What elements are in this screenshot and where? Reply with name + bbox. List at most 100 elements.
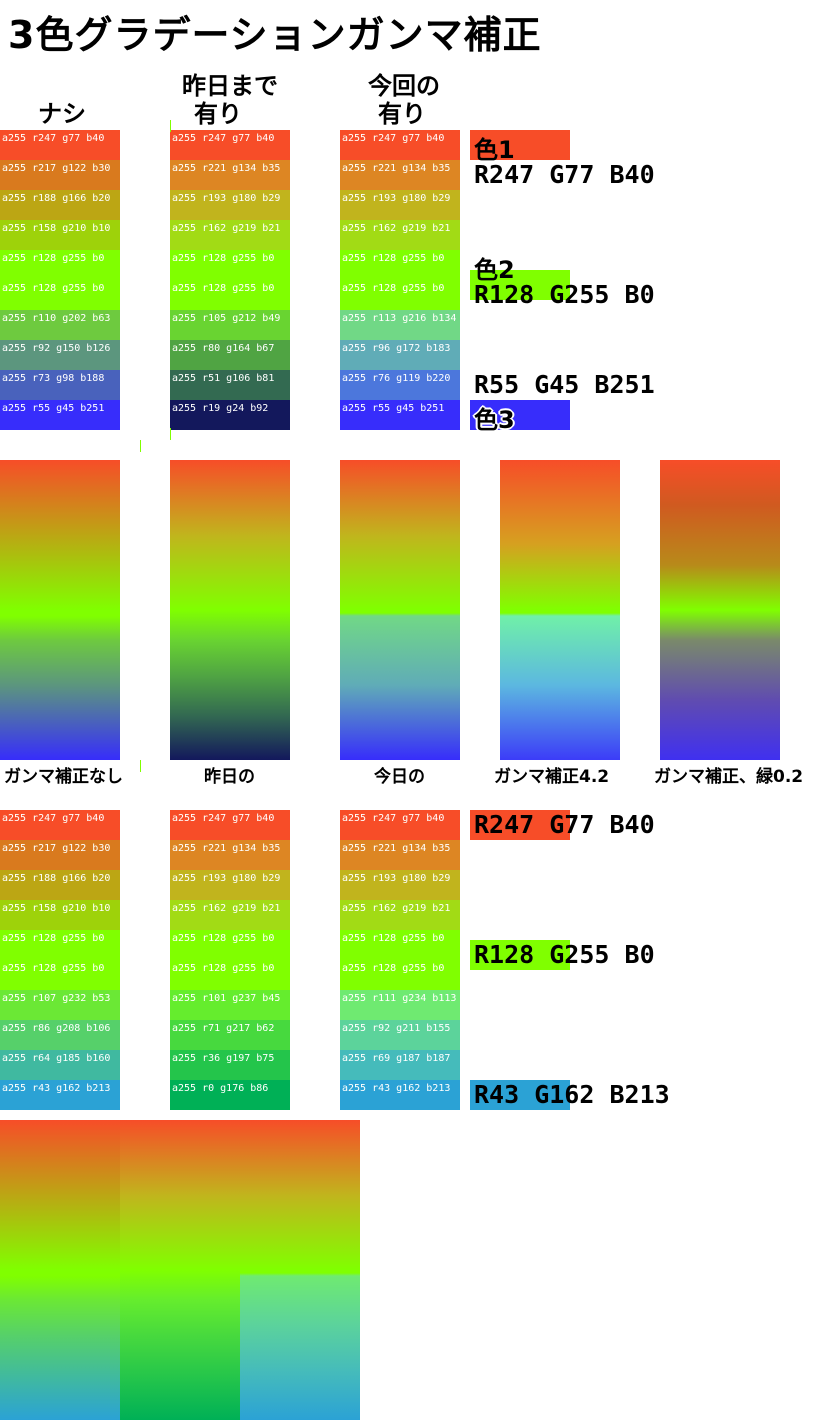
swatch: a255 r158 g210 b10 — [0, 220, 120, 250]
swatch: a255 r0 g176 b86 — [170, 1080, 290, 1110]
color3-rgb: R55 G45 B251 — [474, 370, 655, 399]
swatch: a255 r128 g255 b0 — [170, 960, 290, 990]
stray-mark — [140, 440, 141, 452]
swatch: a255 r162 g219 b21 — [340, 900, 460, 930]
swatch-column-yesterday-top: a255 r247 g77 b40 a255 r221 g134 b35 a255 … — [170, 130, 290, 430]
gradient-bottom-none — [0, 1120, 120, 1420]
swatch: a255 r128 g255 b0 — [170, 250, 290, 280]
bottom-color3-chip — [470, 1080, 570, 1110]
stray-mark — [170, 120, 171, 132]
swatch: a255 r113 g216 b134 — [340, 310, 460, 340]
swatch: a255 r128 g255 b0 — [170, 280, 290, 310]
color2-name: 色2 — [474, 256, 515, 284]
swatch: a255 r221 g134 b35 — [170, 840, 290, 870]
swatch: a255 r193 g180 b29 — [340, 190, 460, 220]
bottom-color1-chip — [470, 810, 570, 840]
swatch: a255 r96 g172 b183 — [340, 340, 460, 370]
gradient-label-yesterday: 昨日の — [204, 767, 255, 787]
swatch: a255 r55 g45 b251 — [0, 400, 120, 430]
swatch: a255 r193 g180 b29 — [340, 870, 460, 900]
swatch: a255 r247 g77 b40 — [0, 810, 120, 840]
bottom-color2-chip — [470, 940, 570, 970]
gradient-label-today: 今日の — [374, 767, 425, 787]
swatch-column-today-top: a255 r247 g77 b40 a255 r221 g134 b35 a255 … — [340, 130, 460, 430]
color1-rgb: R247 G77 B40 — [474, 160, 655, 189]
gradient-bottom-today — [240, 1120, 360, 1420]
swatch: a255 r128 g255 b0 — [340, 280, 460, 310]
stray-mark — [170, 428, 171, 440]
color3-name: 色3 — [474, 406, 515, 434]
bottom-color2-rgb: R128 G255 B0 — [474, 940, 655, 969]
swatch: a255 r43 g162 b213 — [0, 1080, 120, 1110]
swatch: a255 r107 g232 b53 — [0, 990, 120, 1020]
swatch-column-none-bottom: a255 r247 g77 b40 a255 r217 g122 b30 a255 … — [0, 810, 120, 1110]
swatch: a255 r92 g211 b155 — [340, 1020, 460, 1050]
color2-chip — [470, 270, 570, 300]
swatch: a255 r55 g45 b251 — [340, 400, 460, 430]
swatch: a255 r193 g180 b29 — [170, 870, 290, 900]
header-yesterday-line2: 有り — [194, 100, 242, 128]
swatch: a255 r86 g208 b106 — [0, 1020, 120, 1050]
swatch: a255 r64 g185 b160 — [0, 1050, 120, 1080]
color2-rgb: R128 G255 B0 — [474, 280, 655, 309]
stray-mark — [140, 760, 141, 772]
gradient-label-none: ガンマ補正なし — [4, 767, 123, 787]
swatch: a255 r128 g255 b0 — [340, 960, 460, 990]
header-yesterday-line1: 昨日まで — [182, 72, 278, 100]
bottom-color3-rgb: R43 G162 B213 — [474, 1080, 670, 1109]
swatch: a255 r162 g219 b21 — [340, 220, 460, 250]
swatch: a255 r188 g166 b20 — [0, 190, 120, 220]
swatch: a255 r19 g24 b92 — [170, 400, 290, 430]
page-title: 3色グラデーションガンマ補正 — [8, 13, 542, 57]
swatch-column-none-top: a255 r247 g77 b40 a255 r217 g122 b30 a255 … — [0, 130, 120, 430]
swatch: a255 r43 g162 b213 — [340, 1080, 460, 1110]
swatch: a255 r247 g77 b40 — [170, 810, 290, 840]
swatch: a255 r217 g122 b30 — [0, 840, 120, 870]
swatch: a255 r128 g255 b0 — [340, 250, 460, 280]
header-today-line2: 有り — [378, 100, 426, 128]
swatch: a255 r193 g180 b29 — [170, 190, 290, 220]
swatch: a255 r158 g210 b10 — [0, 900, 120, 930]
header-none: ナシ — [38, 100, 86, 128]
swatch: a255 r92 g150 b126 — [0, 340, 120, 370]
swatch: a255 r73 g98 b188 — [0, 370, 120, 400]
swatch: a255 r69 g187 b187 — [340, 1050, 460, 1080]
swatch: a255 r247 g77 b40 — [340, 810, 460, 840]
swatch: a255 r128 g255 b0 — [340, 930, 460, 960]
gradient-today — [340, 460, 460, 760]
swatch: a255 r80 g164 b67 — [170, 340, 290, 370]
gradient-none — [0, 460, 120, 760]
gradient-gamma42 — [500, 460, 620, 760]
swatch: a255 r101 g237 b45 — [170, 990, 290, 1020]
swatch-column-yesterday-bottom: a255 r247 g77 b40 a255 r221 g134 b35 a255 … — [170, 810, 290, 1110]
swatch: a255 r188 g166 b20 — [0, 870, 120, 900]
swatch: a255 r76 g119 b220 — [340, 370, 460, 400]
swatch: a255 r111 g234 b113 — [340, 990, 460, 1020]
swatch: a255 r105 g212 b49 — [170, 310, 290, 340]
swatch: a255 r128 g255 b0 — [0, 280, 120, 310]
color3-chip — [470, 400, 570, 430]
color1-name: 色1 — [474, 136, 515, 164]
gradient-label-green02: ガンマ補正、緑0.2 — [654, 767, 804, 787]
color1-chip — [470, 130, 570, 160]
swatch: a255 r128 g255 b0 — [0, 930, 120, 960]
header-today-line1: 今回の — [368, 72, 440, 100]
gradient-yesterday — [170, 460, 290, 760]
swatch: a255 r221 g134 b35 — [170, 160, 290, 190]
gradient-bottom-yesterday — [120, 1120, 240, 1420]
swatch: a255 r221 g134 b35 — [340, 840, 460, 870]
swatch: a255 r128 g255 b0 — [0, 250, 120, 280]
swatch: a255 r128 g255 b0 — [0, 960, 120, 990]
swatch: a255 r247 g77 b40 — [340, 130, 460, 160]
swatch: a255 r128 g255 b0 — [170, 930, 290, 960]
swatch: a255 r162 g219 b21 — [170, 900, 290, 930]
swatch: a255 r247 g77 b40 — [170, 130, 290, 160]
gradient-green02 — [660, 460, 780, 760]
gradient-label-gamma42: ガンマ補正4.2 — [494, 767, 610, 787]
swatch: a255 r71 g217 b62 — [170, 1020, 290, 1050]
swatch: a255 r162 g219 b21 — [170, 220, 290, 250]
bottom-color1-rgb: R247 G77 B40 — [474, 810, 655, 839]
swatch: a255 r217 g122 b30 — [0, 160, 120, 190]
swatch: a255 r110 g202 b63 — [0, 310, 120, 340]
swatch: a255 r221 g134 b35 — [340, 160, 460, 190]
